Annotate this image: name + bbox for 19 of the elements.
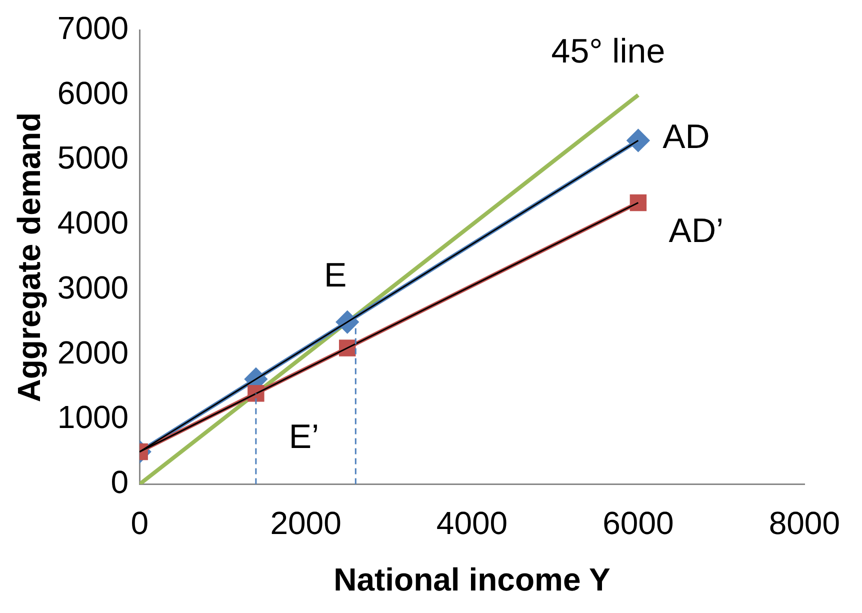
series-label: AD [662, 118, 710, 156]
y-tick-label: 4000 [57, 204, 129, 241]
x-tick-label: 8000 [768, 505, 840, 542]
x-tick-label: 2000 [270, 505, 342, 542]
x-tick-label: 6000 [602, 505, 674, 542]
series-label: AD’ [668, 212, 724, 250]
annotation: E’ [288, 418, 320, 456]
y-tick-label: 2000 [57, 334, 129, 370]
y-tick-label: 5000 [57, 140, 129, 176]
annotation: E [324, 256, 347, 294]
y-tick-label: 1000 [57, 399, 129, 436]
x-tick-label: 4000 [436, 505, 508, 542]
y-tick-label: 7000 [57, 10, 129, 46]
y-tick-label: 0 [110, 464, 129, 500]
y-tick-label: 6000 [57, 74, 129, 111]
y-tick-label: 3000 [57, 269, 129, 306]
y-axis-title: Aggregate demand [11, 112, 48, 402]
series-label: 45° line [551, 32, 666, 70]
x-axis-title: National income Y [334, 562, 610, 598]
